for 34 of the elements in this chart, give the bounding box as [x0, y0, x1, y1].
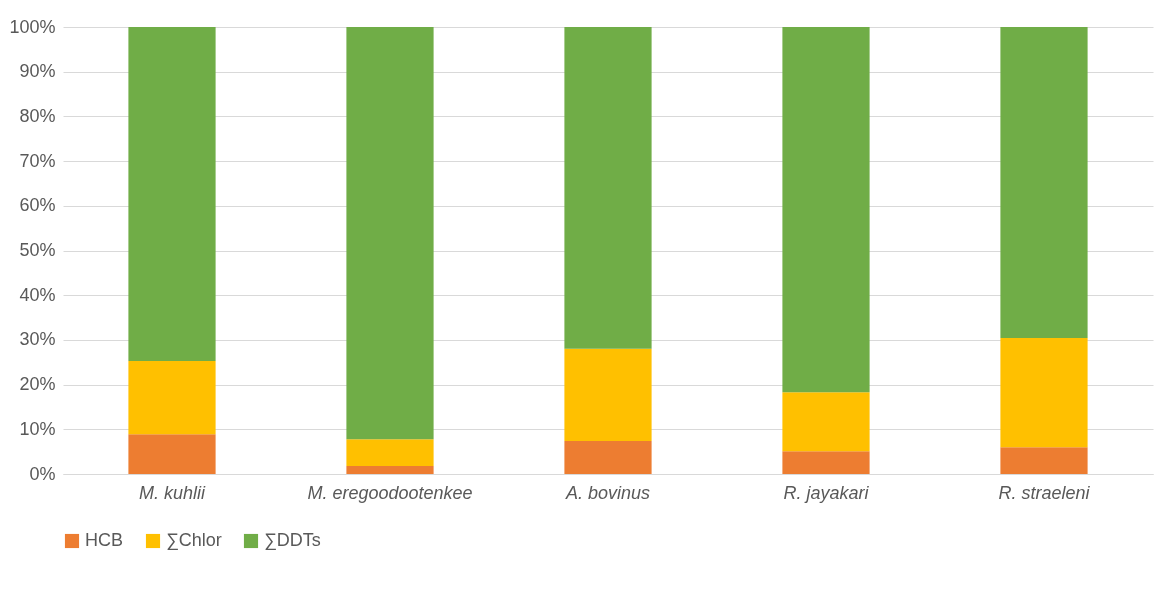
bar: [128, 27, 216, 361]
bar: [1000, 338, 1088, 448]
y-tick-label: 20%: [19, 374, 56, 395]
y-tick-label: 90%: [19, 61, 56, 82]
bar: [782, 392, 870, 452]
bar: [564, 27, 652, 349]
x-tick-label: M. eregoodootenkee: [307, 482, 473, 503]
bar: [346, 439, 434, 466]
y-tick-label: 100%: [9, 16, 56, 37]
y-tick-label: 10%: [19, 418, 56, 439]
bar: [782, 27, 870, 393]
y-tick-label: 30%: [19, 329, 56, 350]
y-tick-label: 50%: [19, 240, 56, 260]
y-tick-label: 70%: [19, 150, 56, 171]
y-tick-label: 80%: [19, 105, 56, 126]
y-tick-label: 40%: [19, 284, 56, 305]
bar: [564, 440, 652, 474]
legend-label: ∑Chlor: [166, 530, 222, 550]
x-tick-label: R. jayakari: [783, 482, 870, 503]
x-tick-label: A. bovinus: [564, 482, 651, 503]
legend-label: HCB: [85, 530, 124, 550]
y-tick-label: 60%: [19, 195, 56, 216]
bar: [564, 348, 652, 441]
bar: [128, 434, 216, 474]
y-tick-label: 0%: [29, 463, 56, 484]
bar: [128, 360, 216, 435]
bar: [346, 465, 434, 474]
bar: [1000, 447, 1088, 474]
legend-label: ∑DDTs: [264, 530, 321, 550]
bar: [782, 451, 870, 474]
x-tick-label: R. straeleni: [998, 482, 1091, 503]
x-tick-label: M. kuhlii: [138, 482, 207, 503]
bar: [1000, 27, 1088, 339]
bar: [346, 27, 434, 440]
